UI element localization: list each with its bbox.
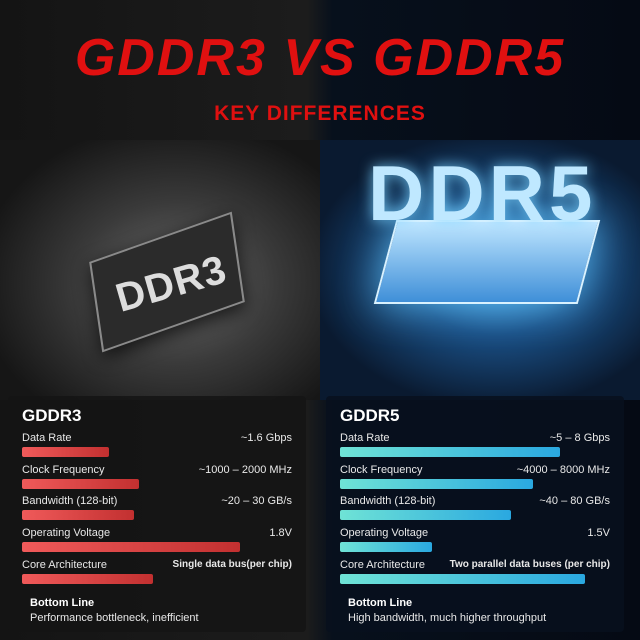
ddr5-heading-label: DDR5 bbox=[368, 149, 597, 237]
spec-bar bbox=[22, 479, 139, 489]
panel-title: GDDR5 bbox=[340, 406, 400, 425]
spec-value: ~40 – 80 GB/s bbox=[539, 495, 610, 507]
spec-label: Bandwidth (128-bit) bbox=[22, 495, 118, 507]
spec-bar bbox=[22, 574, 153, 584]
spec-bar bbox=[22, 447, 110, 457]
spec-value: Two parallel data buses (per chip) bbox=[449, 559, 610, 570]
spec-value: 1.8V bbox=[269, 527, 292, 539]
spec-value: ~20 – 30 GB/s bbox=[221, 495, 292, 507]
spec-bar bbox=[22, 510, 134, 520]
bottom-line-text: High bandwidth, much higher throughput bbox=[348, 612, 547, 624]
spec-label: Operating Voltage bbox=[22, 527, 111, 539]
spec-value: ~5 – 8 Gbps bbox=[549, 432, 610, 444]
spec-value: ~1.6 Gbps bbox=[240, 432, 292, 444]
spec-bar bbox=[340, 510, 512, 520]
spec-bar bbox=[340, 574, 585, 584]
spec-bar bbox=[340, 447, 561, 457]
spec-value: ~1000 – 2000 MHz bbox=[198, 464, 292, 476]
spec-bar bbox=[22, 542, 240, 552]
gddr3-panel: GDDR3 Data Rate ~1.6 Gbps Clock Frequenc… bbox=[8, 396, 306, 632]
spec-label: Operating Voltage bbox=[340, 527, 429, 539]
page-subtitle: KEY DIFFERENCES bbox=[214, 102, 426, 125]
spec-label: Data Rate bbox=[340, 432, 390, 444]
spec-bar bbox=[340, 542, 433, 552]
gddr5-panel: GDDR5 Data Rate ~5 – 8 Gbps Clock Freque… bbox=[326, 396, 624, 632]
page-title: GDDR3 VS GDDR5 bbox=[74, 29, 566, 87]
spec-label: Data Rate bbox=[22, 432, 72, 444]
bottom-line-text: Performance bottleneck, inefficient bbox=[30, 612, 199, 624]
bottom-line-label: Bottom Line bbox=[30, 597, 95, 609]
spec-value: Single data bus(per chip) bbox=[172, 559, 292, 570]
spec-label: Clock Frequency bbox=[22, 464, 105, 476]
bottom-line-label: Bottom Line bbox=[348, 597, 413, 609]
spec-value: ~4000 – 8000 MHz bbox=[516, 464, 610, 476]
spec-label: Core Architecture bbox=[340, 559, 425, 571]
spec-label: Core Architecture bbox=[22, 559, 107, 571]
spec-bar bbox=[340, 479, 534, 489]
spec-label: Bandwidth (128-bit) bbox=[340, 495, 436, 507]
spec-value: 1.5V bbox=[587, 527, 610, 539]
spec-label: Clock Frequency bbox=[340, 464, 423, 476]
panel-title: GDDR3 bbox=[22, 406, 82, 425]
